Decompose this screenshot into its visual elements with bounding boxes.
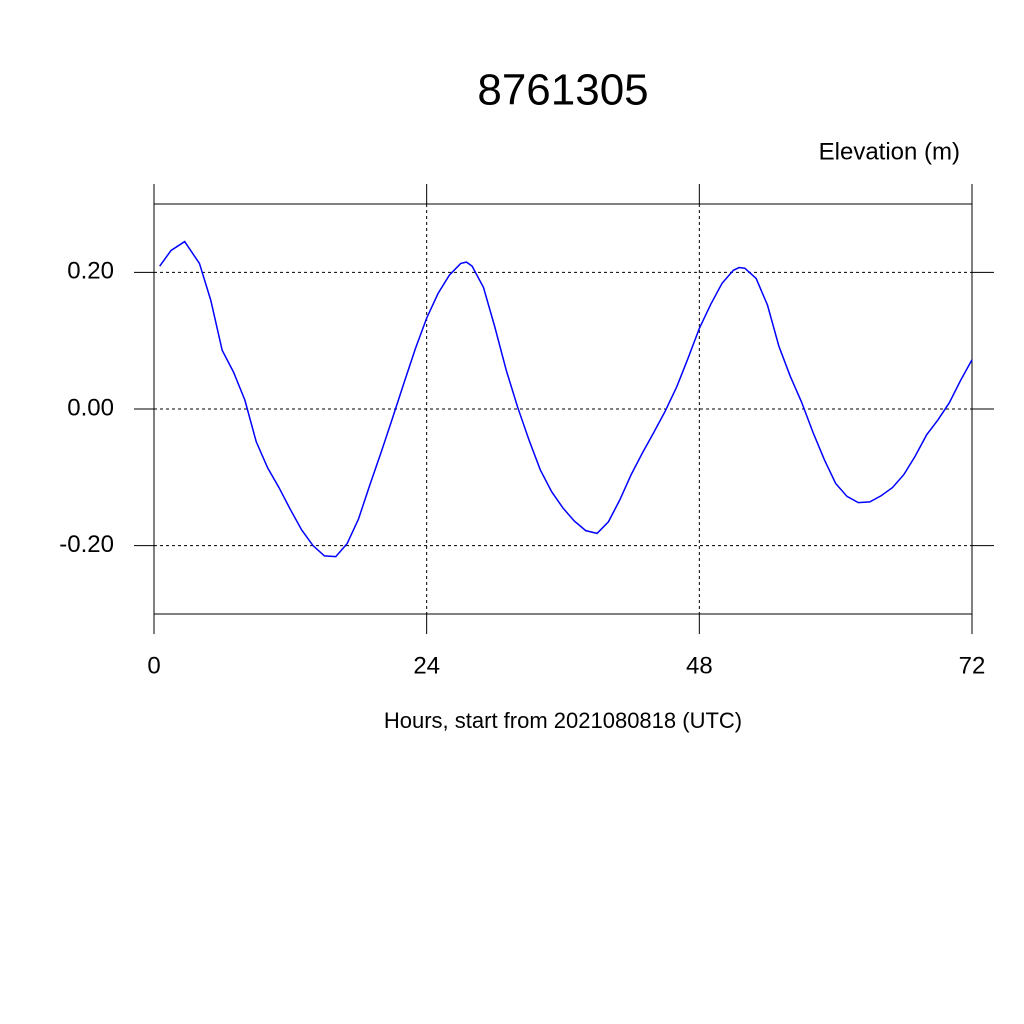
y-tick-label: 0.00 [67,394,114,421]
data-line [159,240,973,558]
right-label: Elevation (m) [819,138,960,165]
x-tick-label: 72 [959,652,986,679]
x-tick-label: 0 [147,652,160,679]
x-tick-label: 24 [413,652,440,679]
y-tick-label: -0.20 [59,531,114,558]
chart-title: 8761305 [477,66,648,115]
x-axis-label: Hours, start from 2021080818 (UTC) [384,708,742,733]
y-tick-label: 0.20 [67,258,114,285]
x-tick-label: 48 [686,652,713,679]
